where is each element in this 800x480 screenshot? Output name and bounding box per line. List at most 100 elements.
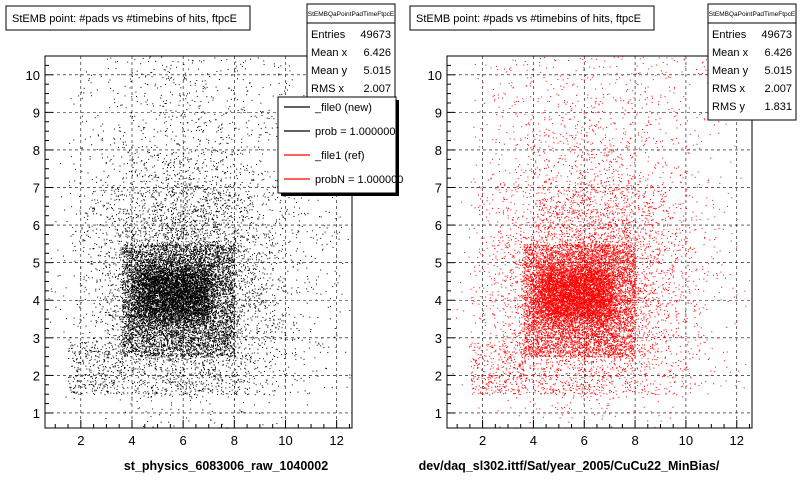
data-point — [202, 227, 204, 229]
data-point — [118, 234, 120, 236]
data-point — [235, 67, 237, 69]
data-point — [244, 380, 246, 382]
data-point — [275, 331, 276, 333]
data-point — [203, 368, 205, 370]
data-point — [202, 361, 204, 363]
data-point — [81, 285, 83, 287]
data-point — [191, 197, 193, 198]
data-point — [159, 220, 161, 222]
data-point — [200, 111, 202, 113]
data-point — [194, 319, 196, 321]
data-point — [180, 206, 182, 208]
data-point — [189, 81, 191, 83]
data-point — [242, 381, 244, 383]
data-point — [174, 174, 176, 176]
data-point — [159, 153, 161, 154]
data-point — [172, 256, 174, 258]
data-point — [168, 305, 170, 306]
data-point — [202, 362, 203, 364]
data-point — [152, 385, 154, 387]
data-point — [251, 352, 253, 354]
data-point — [157, 267, 158, 269]
data-point — [205, 332, 207, 334]
data-point — [124, 228, 126, 230]
data-point — [144, 346, 146, 348]
data-point — [141, 73, 143, 75]
data-point — [86, 350, 88, 352]
data-point — [180, 216, 182, 218]
data-point — [126, 237, 128, 239]
data-point — [119, 308, 121, 309]
data-point — [151, 76, 153, 78]
data-point — [81, 97, 83, 99]
data-point — [132, 337, 134, 339]
data-point — [138, 77, 140, 79]
data-point — [175, 322, 177, 323]
data-point — [254, 288, 256, 290]
data-point — [217, 391, 219, 393]
data-point — [229, 367, 231, 369]
data-point — [86, 71, 87, 73]
data-point — [217, 130, 219, 132]
data-point — [213, 201, 215, 203]
data-point — [257, 316, 259, 318]
data-point — [149, 347, 151, 349]
data-point — [221, 137, 223, 138]
data-point — [156, 360, 158, 362]
data-point — [201, 273, 203, 274]
data-point — [230, 186, 232, 187]
data-point — [102, 373, 104, 375]
data-point — [227, 305, 229, 307]
data-point — [122, 349, 124, 351]
data-point — [153, 352, 155, 354]
data-point — [251, 279, 253, 281]
data-point — [133, 294, 135, 295]
data-point — [214, 223, 216, 225]
data-point — [193, 250, 194, 252]
data-point — [214, 193, 216, 195]
data-point — [221, 389, 222, 391]
data-point — [266, 283, 267, 285]
data-point — [261, 293, 263, 295]
data-point — [121, 287, 123, 289]
data-point — [108, 314, 110, 315]
data-point — [165, 103, 167, 104]
data-point — [144, 384, 146, 386]
data-point — [167, 230, 169, 231]
data-point — [141, 146, 143, 148]
data-point — [186, 213, 188, 215]
data-point — [197, 210, 199, 212]
data-point — [321, 249, 323, 251]
data-point — [140, 63, 142, 65]
data-point — [231, 364, 233, 366]
data-point — [263, 64, 265, 66]
data-point — [162, 387, 164, 389]
data-point — [216, 198, 218, 199]
data-point — [104, 242, 106, 244]
data-point — [243, 304, 245, 306]
data-point — [200, 331, 202, 333]
data-point — [238, 255, 240, 257]
data-point — [86, 213, 88, 215]
data-point — [141, 299, 143, 301]
data-point — [248, 234, 249, 236]
data-point — [248, 381, 250, 383]
data-point — [148, 365, 150, 367]
data-point — [173, 82, 175, 84]
data-point — [179, 100, 181, 102]
data-point — [163, 360, 165, 362]
data-point — [318, 342, 320, 344]
data-point — [130, 312, 132, 314]
data-point — [195, 246, 197, 248]
data-point — [202, 376, 204, 378]
data-point — [252, 336, 254, 338]
data-point — [266, 331, 267, 333]
data-point — [180, 183, 182, 185]
data-point — [177, 143, 179, 145]
data-point — [227, 143, 229, 144]
data-point — [223, 293, 225, 295]
data-point — [281, 94, 283, 96]
data-point — [256, 325, 258, 327]
data-point — [339, 216, 341, 218]
data-point — [140, 160, 142, 162]
